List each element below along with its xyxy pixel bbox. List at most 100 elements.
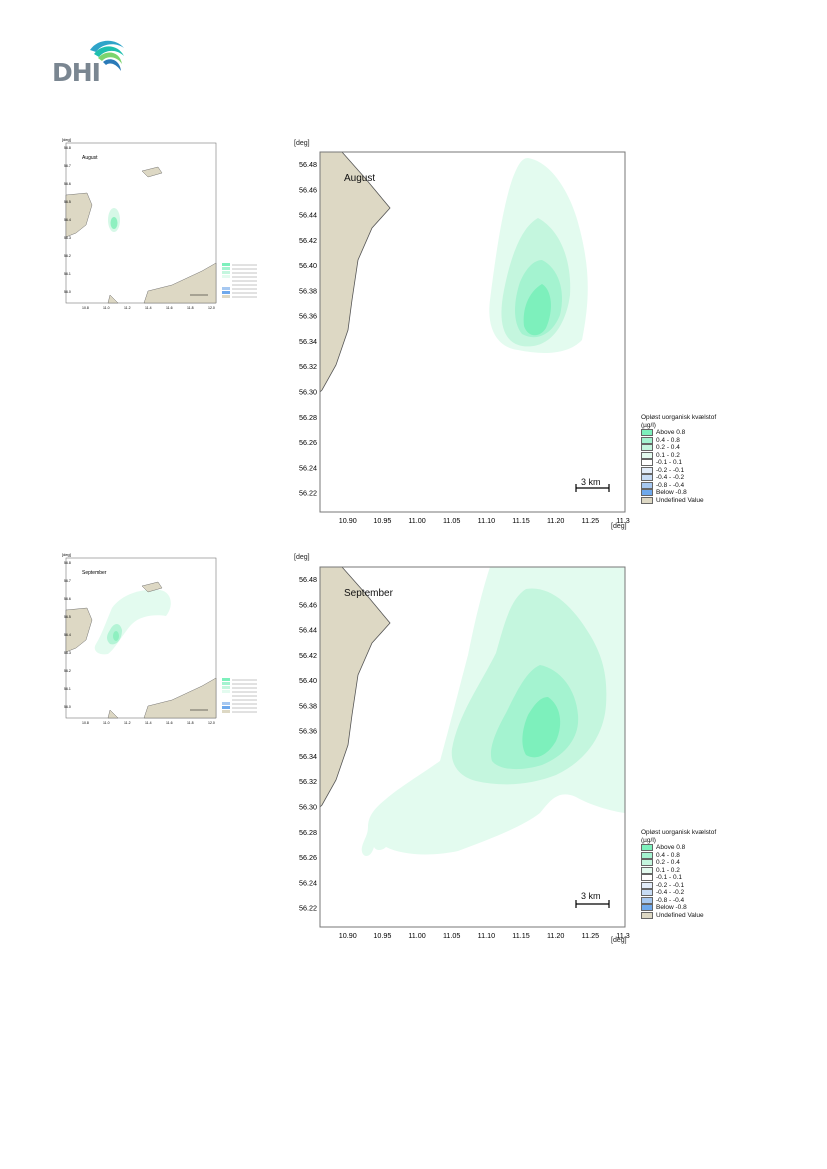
thumb-y-tick: 56.4 — [64, 633, 71, 637]
x-axis-unit-august: [deg] — [611, 523, 627, 530]
thumb-y-tick: 56.0 — [64, 290, 71, 294]
legend-swatch — [641, 489, 653, 497]
legend-swatch — [641, 481, 653, 489]
legend-swatch — [641, 874, 653, 882]
legend-unit: (µg/l) — [641, 836, 656, 844]
y-tick-label: 56.42 — [299, 236, 317, 245]
legend-label: 0.2 - 0.4 — [656, 444, 680, 452]
y-tick-label: 56.26 — [299, 853, 317, 862]
legend-swatch — [641, 889, 653, 897]
thumb-x-tick: 11.4 — [145, 721, 152, 725]
thumbnail-map-september: September [deg] 56.8 56.7 56.6 56.5 56.4 56.3… — [62, 552, 270, 725]
legend-swatch — [641, 866, 653, 874]
legend-item: -0.2 - -0.1 — [641, 881, 751, 890]
y-tick-label: 56.32 — [299, 777, 317, 786]
legend-label: 0.4 - 0.8 — [656, 851, 680, 859]
y-tick-label: 56.22 — [299, 489, 317, 498]
legend-swatch — [641, 444, 653, 452]
legend-item: Above 0.8 — [641, 844, 751, 852]
legend-swatch — [641, 451, 653, 459]
y-tick-label: 56.24 — [299, 463, 317, 472]
thumb-y-tick: 56.4 — [64, 218, 71, 222]
legend-september: Opløst uorganisk kvælstof (µg/l) Above 0… — [641, 829, 751, 919]
y-tick-label: 56.26 — [299, 438, 317, 447]
map-september: 56.48 56.46 56.44 56.42 56.40 56.38 56.36 56.34… — [299, 566, 630, 940]
y-tick-label: 56.42 — [299, 651, 317, 660]
legend-item: Undefined Value — [641, 496, 751, 505]
x-tick-label: 10.90 — [339, 931, 357, 940]
thumb-x-tick: 11.6 — [166, 306, 173, 310]
legend-label: -0.2 - -0.1 — [656, 881, 685, 889]
y-tick-label: 56.40 — [299, 261, 317, 270]
x-tick-label: 11.20 — [547, 516, 564, 525]
legend-swatch — [641, 496, 653, 504]
legend-august: Opløst uorganisk kvælstof (µg/l) Above 0… — [641, 414, 751, 504]
y-tick-label: 56.30 — [299, 388, 317, 397]
thumb-x-tick: 12.0 — [208, 306, 215, 310]
svg-text:August: August — [82, 155, 98, 161]
dhi-logo-text: DHI — [52, 58, 101, 87]
y-axis-unit-september: [deg] — [294, 554, 310, 561]
dhi-logo — [90, 40, 124, 71]
thumb-y-tick: 56.5 — [64, 615, 71, 619]
legend-swatch — [641, 904, 653, 912]
y-tick-label: 56.30 — [299, 803, 317, 812]
thumb-x-tick: 11.2 — [124, 306, 131, 310]
legend-item: Below -0.8 — [641, 489, 751, 497]
thumb-y-tick: 56.1 — [64, 687, 71, 691]
scale-bar-label-august: 3 km — [581, 477, 601, 487]
y-tick-label: 56.46 — [299, 600, 317, 609]
thumb-y-tick: 56.6 — [64, 182, 71, 186]
thumb-y-tick: 56.3 — [64, 236, 71, 240]
x-tick-label: 11.00 — [408, 516, 425, 525]
x-axis-unit-september: [deg] — [611, 937, 627, 944]
thumb-y-tick: 56.8 — [64, 561, 71, 565]
map-august: 56.48 56.46 56.44 56.42 56.40 56.38 56.36 56.34… — [299, 151, 630, 525]
thumb-x-tick: 11.2 — [124, 721, 131, 725]
legend-swatch — [641, 466, 653, 474]
legend-label: Below -0.8 — [656, 489, 687, 497]
legend-label: -0.2 - -0.1 — [656, 466, 685, 474]
y-tick-label: 56.44 — [299, 211, 317, 220]
svg-text:September: September — [82, 570, 107, 576]
x-tick-label: 11.10 — [478, 931, 495, 940]
x-tick-label: 10.95 — [373, 931, 391, 940]
y-tick-label: 56.38 — [299, 701, 317, 710]
month-label-september: September — [344, 588, 393, 599]
thumb-y-tick: 56.0 — [64, 705, 71, 709]
legend-swatch — [641, 896, 653, 904]
legend-rows: Above 0.8 0.4 - 0.8 0.2 - 0.4 0.1 - 0.2 -0.1… — [641, 844, 751, 919]
y-tick-label: 56.38 — [299, 286, 317, 295]
thumb-y-tick: 56.2 — [64, 669, 71, 673]
thumb-y-tick: 56.7 — [64, 164, 71, 168]
legend-title: Opløst uorganisk kvælstof — [641, 414, 717, 421]
thumb-x-tick: 11.0 — [103, 306, 110, 310]
legend-label: 0.4 - 0.8 — [656, 436, 680, 444]
x-tick-label: 11.15 — [512, 516, 529, 525]
thumbnail-map-august: August [deg] 56.8 56.7 56.6 56.5 56.4 56.3 56.… — [62, 137, 270, 310]
x-tick-label: 11.00 — [408, 931, 425, 940]
legend-item: -0.8 - -0.4 — [641, 481, 751, 490]
x-tick-label: 11.10 — [478, 516, 495, 525]
thumb-x-tick: 10.8 — [82, 721, 89, 725]
y-tick-label: 56.28 — [299, 828, 317, 837]
legend-item: -0.4 - -0.2 — [641, 889, 751, 897]
thumb-x-tick: 10.8 — [82, 306, 89, 310]
month-label-august: August — [344, 173, 376, 184]
y-tick-label: 56.36 — [299, 727, 317, 736]
thumb-y-tick: 56.2 — [64, 254, 71, 258]
legend-swatch — [641, 459, 653, 467]
x-tick-label: 11.30 — [616, 931, 630, 940]
legend-swatch — [641, 436, 653, 444]
x-tick-label: 11.25 — [582, 931, 599, 940]
legend-label: -0.1 - 0.1 — [656, 874, 683, 882]
thumb-y-tick: 56.6 — [64, 597, 71, 601]
legend-label: Undefined Value — [656, 911, 704, 919]
legend-item: Above 0.8 — [641, 429, 751, 437]
thumb-x-tick: 11.8 — [187, 306, 194, 310]
thumb-y-tick: 56.1 — [64, 272, 71, 276]
legend-unit: (µg/l) — [641, 421, 656, 429]
y-tick-label: 56.46 — [299, 185, 317, 194]
y-tick-label: 56.22 — [299, 904, 317, 913]
y-tick-label: 56.40 — [299, 676, 317, 685]
